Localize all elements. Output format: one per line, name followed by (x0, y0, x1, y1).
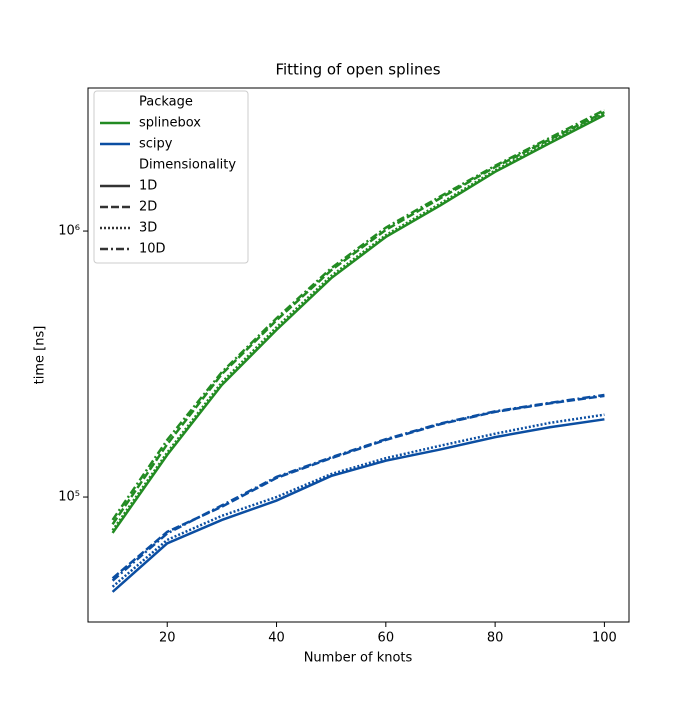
legend-box (93, 90, 249, 264)
line-series (111, 418, 605, 593)
y-tick-label: 10⁵ (58, 490, 80, 505)
line-series (111, 413, 605, 588)
line-series (111, 113, 605, 534)
legend-label: 3D (139, 221, 157, 236)
y-tick-label: 10⁶ (58, 224, 80, 239)
legend-label: scipy (139, 137, 173, 152)
line-series (111, 393, 605, 582)
legend-label: 10D (139, 242, 166, 257)
legend-label: splinebox (139, 116, 201, 131)
x-tick-label: 80 (487, 631, 504, 646)
x-axis-label: Number of knots (304, 651, 413, 666)
legend-header: Dimensionality (139, 158, 236, 173)
plot-frame (87, 87, 630, 623)
x-tick-label: 60 (378, 631, 395, 646)
x-tick-label: 40 (268, 631, 285, 646)
x-tick-label: 20 (159, 631, 176, 646)
line-series (111, 108, 605, 521)
x-tick-label: 100 (592, 631, 617, 646)
chart-title: Fitting of open splines (275, 61, 440, 79)
line-series (111, 110, 605, 525)
legend-label: 1D (139, 179, 157, 194)
legend-label: 2D (139, 200, 157, 215)
y-axis-label: time [ns] (33, 326, 48, 385)
legend-header: Package (139, 95, 193, 110)
